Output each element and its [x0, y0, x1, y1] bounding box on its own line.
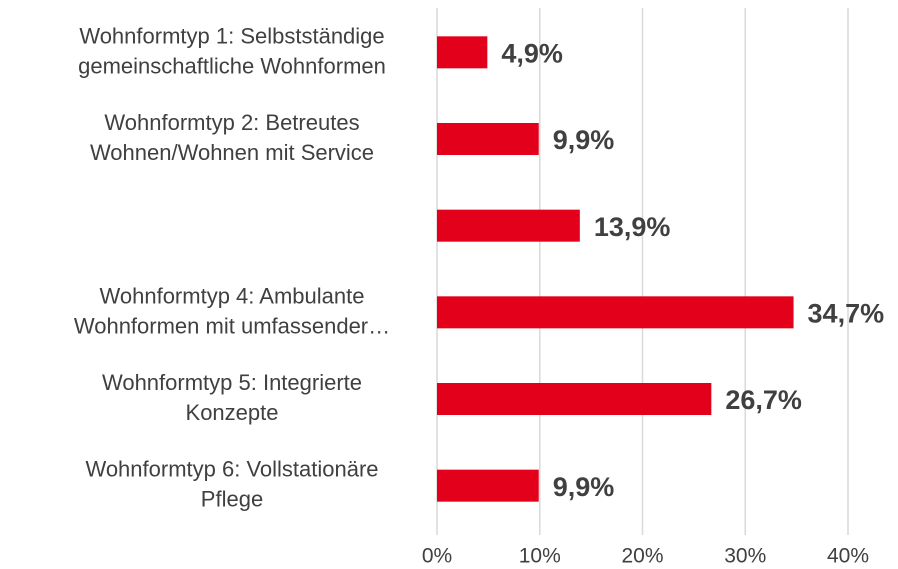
label-line: Wohnformtyp 6: Vollstationäre [85, 456, 378, 481]
label-line: Wohnformtyp 2: Betreutes [104, 110, 359, 135]
bar [437, 209, 580, 242]
y-tick-label: Wohnformtyp 5: Integrierte Konzepte [102, 370, 362, 425]
value-label: 4,9% [501, 38, 563, 68]
y-tick-label: Wohnformtyp 1: Selbstständige gemeinschaf… [78, 23, 386, 78]
value-label: 9,9% [553, 472, 615, 502]
bar [437, 36, 488, 69]
label-line: Konzepte [186, 400, 279, 425]
value-label: 13,9% [594, 212, 671, 242]
x-tick-label: 20% [621, 545, 663, 568]
bar [437, 469, 539, 502]
x-tick-label: 30% [724, 545, 766, 568]
x-tick-label: 40% [827, 545, 869, 568]
x-tick-label: 0% [422, 545, 452, 568]
y-tick-label: Wohnformtyp 2: Betreutes Wohnen/Wohnen mi… [90, 110, 374, 165]
value-label: 9,9% [553, 125, 615, 155]
label-line: Wohnformtyp 4: Ambulante [100, 283, 365, 308]
label-line: Wohnformen mit umfassender… [74, 313, 390, 338]
label-line: gemeinschaftliche Wohnformen [78, 53, 386, 78]
bar [437, 296, 794, 329]
y-tick-label: Wohnformtyp 4: Ambulante Wohnformen mit u… [74, 283, 390, 338]
label-line: Pflege [201, 486, 263, 511]
x-tick-label: 10% [519, 545, 561, 568]
y-tick-label: Wohnformtyp 6: Vollstationäre Pflege [85, 456, 378, 511]
bar [437, 123, 539, 155]
label-line: Wohnformtyp 5: Integrierte [102, 370, 362, 395]
label-line: Wohnen/Wohnen mit Service [90, 140, 374, 165]
value-label: 34,7% [808, 298, 885, 328]
label-line: Wohnformtyp 1: Selbstständige [79, 23, 384, 48]
bar [437, 383, 712, 415]
value-label: 26,7% [725, 385, 802, 415]
